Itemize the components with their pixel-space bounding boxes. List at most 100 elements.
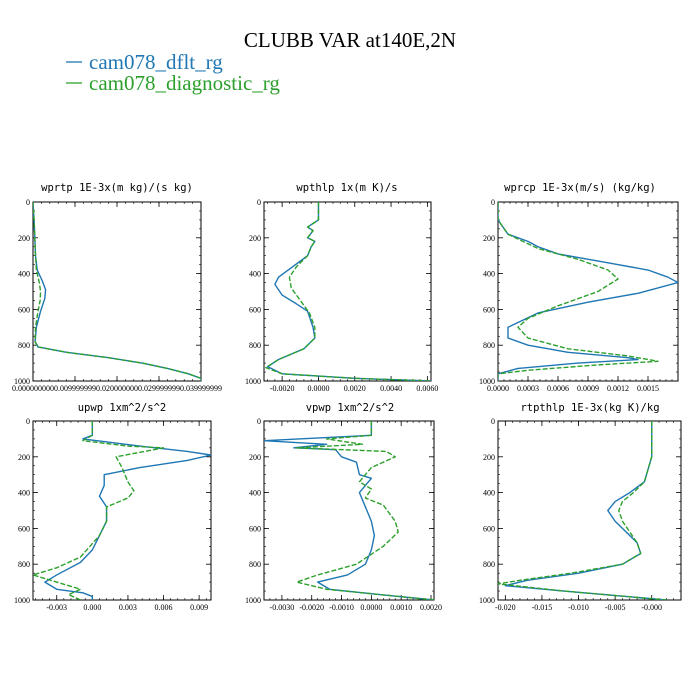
plot-area: -0.003 0.000 0.003 0.006 0.009 0 200 400 600 800 1… [14,417,212,612]
x-tick-label: -0.0020 [299,603,324,612]
series-line-dflt [504,421,667,600]
series-line-dflt [498,202,678,381]
y-tick-label: 200 [249,234,261,243]
panel-wprcp: wprcp 1E-3x(m/s) (kg/kg) 0.0000 0.0003 0.0… [479,182,679,393]
series-line-diagnostic [498,421,667,600]
x-tick-label: -0.010 [568,603,589,612]
y-tick-label: 0 [257,198,261,207]
series-line-diagnostic [265,202,431,381]
y-tick-label: 200 [18,234,30,243]
x-tick-label: 0.0009 [577,384,599,393]
y-tick-label: 1000 [479,596,495,605]
y-tick-label: 800 [249,560,261,569]
y-tick-label: 200 [483,453,495,462]
y-tick-label: 400 [249,489,261,498]
y-tick-label: 200 [249,453,261,462]
x-tick-label: 0.029999999 [138,384,180,393]
x-tick-label: 0.0000 [487,384,509,393]
panel-wpthlp: wpthlp 1x(m K)/s -0.0020 0.0000 0.0020 0.00… [245,182,438,393]
plot-frame [263,201,432,382]
legend: cam078_dflt_rg cam078_diagnostic_rg [66,50,280,95]
x-tick-label: -0.005 [605,603,626,612]
x-tick-label: 0.000000000 [12,384,54,393]
y-tick-label: 1000 [479,377,495,386]
y-tick-label: 0 [257,417,261,426]
panel-upwp: upwp 1xm^2/s^2 -0.003 0.000 0.003 0.006 0.00… [14,402,212,612]
x-tick-label: 0.003 [119,603,137,612]
x-tick-label: -0.003 [46,603,67,612]
y-tick-label: 1000 [245,377,261,386]
panel-vpwp: vpwp 1xm^2/s^2 -0.0030 -0.0020 -0.0010 0.00… [245,402,442,612]
y-tick-label: 1000 [14,377,30,386]
x-tick-label: 0.006 [155,603,173,612]
plot-frame [32,201,202,382]
series-line-dflt [266,202,431,381]
y-tick-label: 400 [18,270,30,279]
x-tick-label: 0.0040 [380,384,402,393]
series-line-dflt [44,421,211,600]
panel-title: upwp 1xm^2/s^2 [78,402,167,414]
x-tick-label: 0.0000 [307,384,329,393]
y-tick-label: 1000 [245,596,261,605]
x-tick-label: 0.009 [190,603,208,612]
plot-frame [263,420,435,601]
y-tick-label: 600 [249,524,261,533]
panel-wprtp: wprtp 1E-3x(m kg)/(s kg) 0.000000000 0.00… [12,182,222,393]
plot-area: -0.0030 -0.0020 -0.0010 0.0000 0.0010 0.0020 0… [245,417,442,612]
legend-label-dflt: cam078_dflt_rg [89,50,223,74]
y-tick-label: 0 [491,198,495,207]
panel-title: wprcp 1E-3x(m/s) (kg/kg) [504,182,656,194]
y-tick-label: 600 [483,305,495,314]
legend-label-diagnostic: cam078_diagnostic_rg [89,71,280,95]
plot-frame [497,420,682,601]
y-tick-label: 400 [249,270,261,279]
plot-area: 0.000000000 0.009999999 0.020000000 0.02999… [12,198,222,393]
y-tick-label: 800 [483,341,495,350]
x-tick-label: 0.0020 [420,603,442,612]
panel-title: rtpthlp 1E-3x(kg K)/kg [520,402,659,414]
x-tick-label: 0.0006 [547,384,569,393]
series-line-diagnostic [498,202,659,381]
y-tick-label: 600 [18,524,30,533]
y-tick-label: 600 [249,305,261,314]
x-tick-label: 0.0060 [416,384,438,393]
plot-area: 0.0000 0.0003 0.0006 0.0009 0.0012 0.0015 0 200… [479,198,679,393]
y-tick-label: 600 [18,305,30,314]
figure-title: CLUBB VAR at140E,2N [244,28,456,52]
panel-title: wpthlp 1x(m K)/s [296,182,397,194]
y-tick-label: 200 [18,453,30,462]
y-tick-label: 0 [26,198,30,207]
x-tick-label: 0.0020 [344,384,366,393]
plot-area: -0.020 -0.015 -0.010 -0.005 -0.000 0 200 400 600… [479,417,682,612]
series-line-diagnostic [33,421,165,600]
x-tick-label: -0.0030 [270,603,295,612]
x-tick-label: -0.015 [532,603,553,612]
series-line-dflt [264,421,434,600]
x-tick-label: 0.0012 [607,384,629,393]
panel-title: vpwp 1xm^2/s^2 [306,402,395,414]
y-tick-label: 1000 [14,596,30,605]
series-line-diagnostic [33,202,201,381]
plot-area: -0.0020 0.0000 0.0020 0.0040 0.0060 0 200 400 60… [245,198,438,393]
y-tick-label: 800 [18,341,30,350]
panel-rtpthlp: rtpthlp 1E-3x(kg K)/kg -0.020 -0.015 -0.01… [479,402,682,612]
x-tick-label: -0.000 [641,603,662,612]
y-tick-label: 0 [26,417,30,426]
x-tick-label: 0.000 [83,603,101,612]
y-tick-label: 400 [483,489,495,498]
y-tick-label: 800 [249,341,261,350]
y-tick-label: 400 [18,489,30,498]
y-tick-label: 800 [483,560,495,569]
y-tick-label: 600 [483,524,495,533]
x-tick-label: 0.039999999 [180,384,222,393]
panel-title: wprtp 1E-3x(m kg)/(s kg) [41,182,193,194]
x-tick-label: 0.0003 [517,384,539,393]
series-line-dflt [33,202,201,381]
x-tick-label: 0.0000 [360,603,382,612]
x-tick-label: -0.0010 [329,603,354,612]
x-tick-label: 0.0010 [390,603,412,612]
x-tick-label: 0.0015 [637,384,659,393]
x-tick-label: -0.0020 [270,384,295,393]
x-tick-label: 0.009999999 [54,384,96,393]
